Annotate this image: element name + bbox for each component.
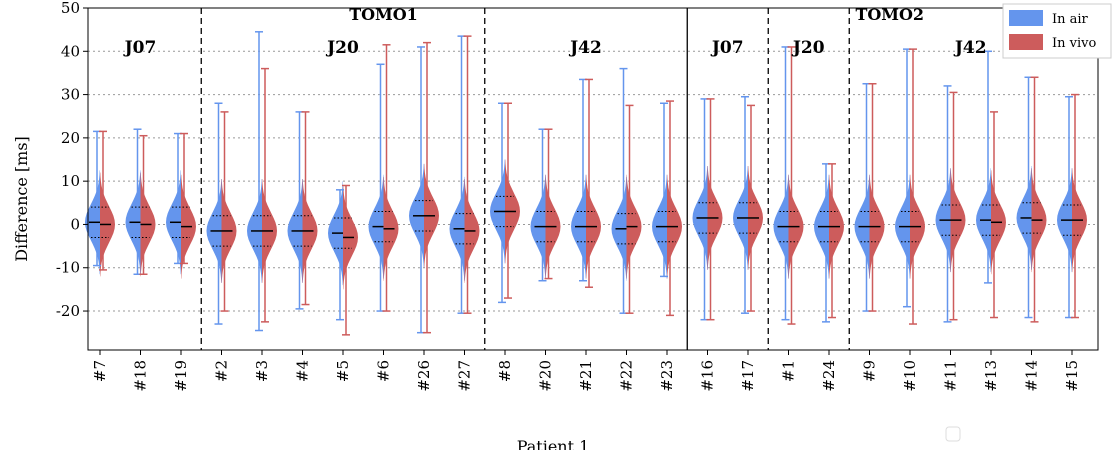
x-tick-label: #3 — [253, 360, 271, 382]
x-tick-label: #10 — [901, 360, 919, 392]
x-axis-label: Patient 1 — [517, 437, 590, 450]
y-tick-label: 10 — [61, 172, 80, 190]
plot-frame — [87, 7, 1099, 351]
whisker-in-vivo — [1030, 76, 1039, 323]
whisker-in-air — [336, 189, 344, 321]
section-label: TOMO2 — [855, 5, 924, 24]
x-tick-label: #19 — [172, 360, 190, 392]
x-tick-label: #11 — [942, 360, 960, 392]
group-label: J07 — [710, 38, 744, 58]
x-tick-label: #24 — [820, 360, 838, 392]
whisker-in-vivo — [747, 104, 755, 312]
whisker-in-air — [943, 85, 952, 323]
whisker-in-vivo — [261, 67, 269, 323]
x-tick-label: #9 — [861, 360, 879, 382]
whisker-in-vivo — [868, 83, 877, 312]
empty-checkbox-icon[interactable] — [945, 426, 961, 442]
whisker-in-vivo — [909, 48, 917, 325]
y-tick-label: -10 — [56, 259, 80, 277]
y-tick-label: 20 — [61, 129, 80, 147]
whisker-in-vivo — [828, 163, 836, 319]
x-tick-label: #23 — [658, 360, 676, 392]
y-axis-label: Difference [ms] — [12, 136, 31, 262]
group-labels: J07 J20 J42 J07 J20 J42 TOMO1 TOMO2 — [123, 5, 987, 58]
whisker-in-vivo — [949, 91, 958, 321]
legend-swatch-in-air — [1009, 10, 1043, 26]
whisker-in-air — [741, 95, 749, 314]
whisker-in-vivo — [180, 132, 188, 265]
whisker-in-vivo — [625, 104, 634, 314]
x-tick-label: #14 — [1023, 360, 1041, 392]
y-tick-label: -20 — [56, 302, 80, 320]
x-tick-label: #5 — [334, 360, 352, 382]
x-tick-label: #16 — [699, 360, 717, 392]
whisker-in-vivo — [99, 130, 107, 271]
legend: In air In vivo — [1002, 3, 1112, 59]
x-tick-label: #1 — [780, 360, 798, 382]
group-label: J20 — [325, 38, 359, 58]
legend-label-in-vivo: In vivo — [1052, 36, 1096, 51]
whisker-in-vivo — [706, 98, 715, 321]
x-tick-label: #26 — [415, 360, 433, 392]
whisker-in-vivo — [423, 41, 431, 334]
x-tick-label: #22 — [618, 360, 636, 392]
x-ticks: #7 #18 #19 #2 #3 #4 #5 #6 #26 #27 #8 #20 #21 #22 #23 #1… — [91, 350, 1081, 392]
whisker-in-vivo — [139, 134, 148, 275]
whisker-in-air — [984, 50, 992, 284]
group-separators — [200, 8, 850, 350]
whisker-in-vivo — [504, 102, 512, 299]
whisker-in-air — [660, 102, 668, 278]
x-tick-label: #15 — [1063, 360, 1081, 392]
x-tick-label: #2 — [213, 360, 231, 382]
x-tick-label: #17 — [739, 360, 757, 392]
whisker-in-vivo — [382, 44, 391, 312]
y-tick-label: 30 — [61, 86, 80, 104]
x-tick-label: #4 — [294, 360, 312, 382]
x-tick-label: #18 — [132, 360, 150, 392]
whisker-in-vivo — [342, 184, 350, 336]
x-tick-label: #21 — [577, 360, 595, 392]
y-tick-label: 0 — [70, 215, 80, 233]
whisker-in-air — [255, 31, 263, 332]
violin-plots — [85, 31, 1087, 336]
x-tick-label: #13 — [982, 360, 1000, 392]
whisker-in-vivo — [585, 78, 593, 288]
x-tick-label: #27 — [456, 360, 474, 392]
legend-swatch-in-vivo — [1009, 34, 1043, 50]
group-label: J20 — [791, 38, 825, 58]
x-tick-label: #8 — [496, 360, 514, 382]
x-tick-label: #20 — [537, 360, 555, 392]
group-label: J07 — [123, 38, 157, 58]
x-tick-label: #6 — [375, 360, 393, 382]
whisker-in-vivo — [301, 111, 310, 306]
whisker-in-air — [214, 102, 223, 325]
group-label: J42 — [953, 38, 987, 58]
y-tick-label: 40 — [61, 42, 80, 60]
group-label: J42 — [568, 38, 602, 58]
legend-label-in-air: In air — [1052, 12, 1089, 27]
x-tick-label: #7 — [91, 360, 109, 382]
section-label: TOMO1 — [349, 5, 418, 24]
y-ticks: -20 -10 0 10 20 30 40 50 — [56, 0, 88, 320]
whisker-in-vivo — [544, 128, 553, 280]
whisker-in-vivo — [463, 35, 472, 314]
whisker-in-vivo — [787, 46, 796, 325]
y-tick-label: 50 — [61, 0, 80, 17]
whisker-in-vivo — [1071, 93, 1079, 319]
whisker-in-vivo — [990, 111, 998, 319]
whisker-in-vivo — [220, 111, 229, 312]
whisker-in-vivo — [666, 100, 674, 317]
